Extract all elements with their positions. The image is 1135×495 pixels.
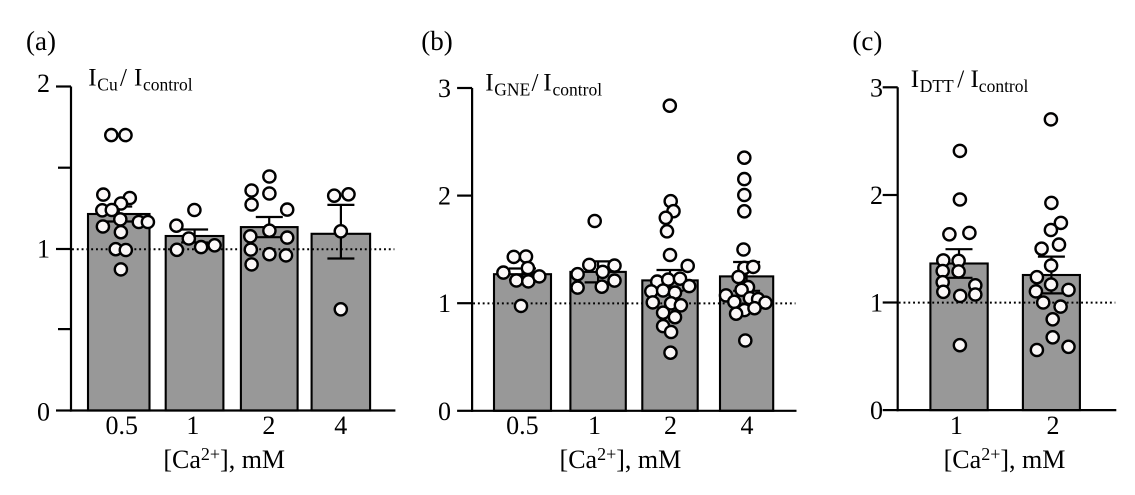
svg-text:2: 2 — [1047, 411, 1060, 440]
svg-text:(b): (b) — [421, 26, 452, 56]
svg-text:IDTT/Icontrol: IDTT / Icontrol — [911, 66, 1029, 96]
svg-text:0.5: 0.5 — [506, 411, 539, 440]
svg-text:0: 0 — [870, 396, 883, 425]
svg-text:(a): (a) — [26, 26, 56, 56]
svg-text:[Ca2+], mM: [Ca2+], mM — [163, 444, 285, 474]
svg-text:[Ca2+], mM: [Ca2+], mM — [944, 444, 1066, 474]
svg-text:(c): (c) — [852, 26, 882, 56]
svg-text:1: 1 — [870, 289, 883, 318]
svg-text:1: 1 — [186, 411, 199, 440]
svg-text:[Ca2+], mM: [Ca2+], mM — [560, 444, 682, 474]
svg-text:2: 2 — [664, 411, 677, 440]
svg-text:4: 4 — [334, 411, 347, 440]
svg-text:2: 2 — [262, 411, 275, 440]
svg-text:1: 1 — [37, 235, 50, 264]
svg-text:1: 1 — [950, 411, 963, 440]
svg-text:2: 2 — [438, 182, 451, 211]
svg-text:ICu/Icontrol: ICu/Icontrol — [88, 65, 192, 95]
svg-text:0: 0 — [438, 397, 451, 426]
svg-text:IGNE/Icontrol: IGNE/Icontrol — [485, 70, 602, 100]
svg-text:0: 0 — [37, 398, 50, 427]
svg-text:1: 1 — [588, 411, 601, 440]
svg-text:0.5: 0.5 — [106, 411, 139, 440]
svg-text:4: 4 — [741, 411, 754, 440]
svg-text:3: 3 — [870, 73, 883, 102]
svg-text:1: 1 — [438, 289, 451, 318]
svg-text:2: 2 — [870, 181, 883, 210]
svg-text:3: 3 — [438, 74, 451, 103]
svg-text:2: 2 — [37, 69, 50, 98]
